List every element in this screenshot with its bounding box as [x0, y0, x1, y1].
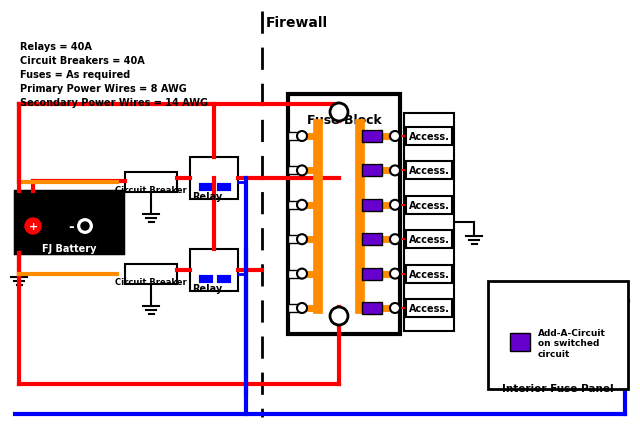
Bar	[404, 114, 454, 331]
Text: Access.: Access.	[408, 303, 449, 313]
Text: Add-A-Circuit
on switched
circuit: Add-A-Circuit on switched circuit	[538, 328, 606, 358]
Bar	[125, 265, 177, 284]
Bar	[406, 196, 452, 214]
Circle shape	[297, 200, 307, 210]
Text: Fuse: Fuse	[365, 297, 379, 302]
Text: Fuse: Fuse	[365, 263, 379, 268]
Bar	[288, 132, 302, 141]
Bar	[190, 249, 238, 291]
Bar	[488, 281, 628, 389]
Text: FJ Battery: FJ Battery	[42, 243, 96, 253]
Bar	[362, 199, 382, 211]
Bar	[362, 165, 382, 177]
Bar	[510, 333, 530, 351]
Text: Fuse: Fuse	[365, 160, 379, 165]
Text: Relay: Relay	[192, 192, 222, 201]
Bar	[288, 167, 302, 175]
Text: Relay: Relay	[192, 283, 222, 294]
Circle shape	[297, 132, 307, 142]
Text: Relays = 40A
Circuit Breakers = 40A
Fuses = As required
Primary Power Wires = 8 : Relays = 40A Circuit Breakers = 40A Fuse…	[20, 42, 208, 108]
Text: -: -	[68, 219, 74, 233]
Bar	[288, 95, 400, 334]
Bar	[406, 230, 452, 249]
Text: Circuit Breaker: Circuit Breaker	[115, 186, 187, 195]
Circle shape	[390, 132, 400, 142]
Text: Access.: Access.	[408, 132, 449, 142]
Bar	[362, 302, 382, 314]
Bar	[288, 236, 302, 244]
Bar	[190, 158, 238, 199]
Text: Access.: Access.	[408, 166, 449, 176]
Text: Fuse: Fuse	[365, 194, 379, 199]
Circle shape	[330, 104, 348, 122]
Text: Circuit Breaker: Circuit Breaker	[115, 277, 187, 286]
Circle shape	[390, 269, 400, 279]
Bar	[406, 265, 452, 283]
Text: Access.: Access.	[408, 200, 449, 210]
Bar	[125, 173, 177, 193]
Text: Fuse: Fuse	[365, 229, 379, 233]
Circle shape	[297, 303, 307, 313]
Bar	[288, 270, 302, 278]
Bar	[288, 201, 302, 209]
Circle shape	[390, 200, 400, 210]
Text: Fuse: Fuse	[365, 126, 379, 131]
Text: +: +	[28, 222, 38, 231]
Circle shape	[330, 307, 348, 325]
Bar	[406, 162, 452, 180]
Circle shape	[297, 166, 307, 176]
Circle shape	[25, 219, 41, 234]
Bar	[406, 128, 452, 146]
Circle shape	[297, 235, 307, 245]
Text: Firewall: Firewall	[266, 16, 328, 30]
Circle shape	[76, 218, 94, 236]
Circle shape	[81, 222, 89, 230]
Bar	[15, 192, 123, 253]
Text: Access.: Access.	[408, 269, 449, 279]
Bar	[406, 299, 452, 317]
Text: Access.: Access.	[408, 235, 449, 245]
Circle shape	[390, 303, 400, 313]
Bar	[362, 233, 382, 246]
Circle shape	[390, 166, 400, 176]
Bar	[362, 268, 382, 280]
Text: Interior Fuse Panel: Interior Fuse Panel	[502, 383, 614, 393]
Circle shape	[390, 235, 400, 245]
Bar	[362, 131, 382, 143]
Circle shape	[297, 269, 307, 279]
Text: Fuse Block: Fuse Block	[307, 113, 381, 126]
Bar	[288, 304, 302, 312]
